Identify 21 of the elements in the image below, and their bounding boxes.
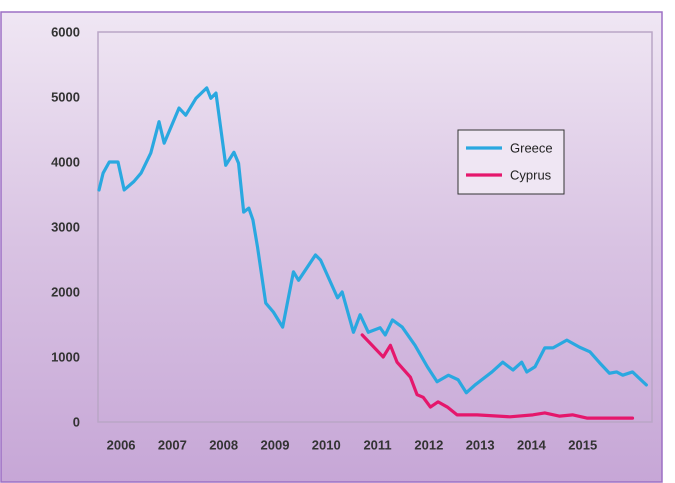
- x-tick-label: 2014: [516, 438, 547, 453]
- y-tick-label: 2000: [51, 284, 80, 300]
- x-tick-label: 2012: [414, 438, 444, 453]
- x-tick-label: 2013: [466, 438, 495, 453]
- y-tick-label: 5000: [51, 90, 80, 105]
- y-tick-label: 1000: [51, 350, 80, 365]
- x-tick-label: 2011: [363, 438, 392, 453]
- x-tick-label: 2009: [260, 438, 290, 453]
- x-tick-label: 2008: [209, 438, 238, 453]
- y-tick-label: 4000: [51, 154, 80, 170]
- line-series: [97, 86, 648, 394]
- x-tick-label: 2006: [106, 438, 136, 453]
- legend-label: Cyprus: [510, 168, 552, 183]
- x-tick-label: 2010: [312, 438, 341, 453]
- y-tick-label: 3000: [51, 220, 80, 235]
- x-tick-label: 2015: [568, 438, 598, 453]
- legend-label: Greece: [510, 140, 553, 156]
- y-tick-label: 0: [72, 414, 80, 430]
- line-series: [360, 333, 634, 420]
- y-tick-label: 6000: [51, 24, 80, 40]
- x-tick-label: 2007: [158, 438, 187, 453]
